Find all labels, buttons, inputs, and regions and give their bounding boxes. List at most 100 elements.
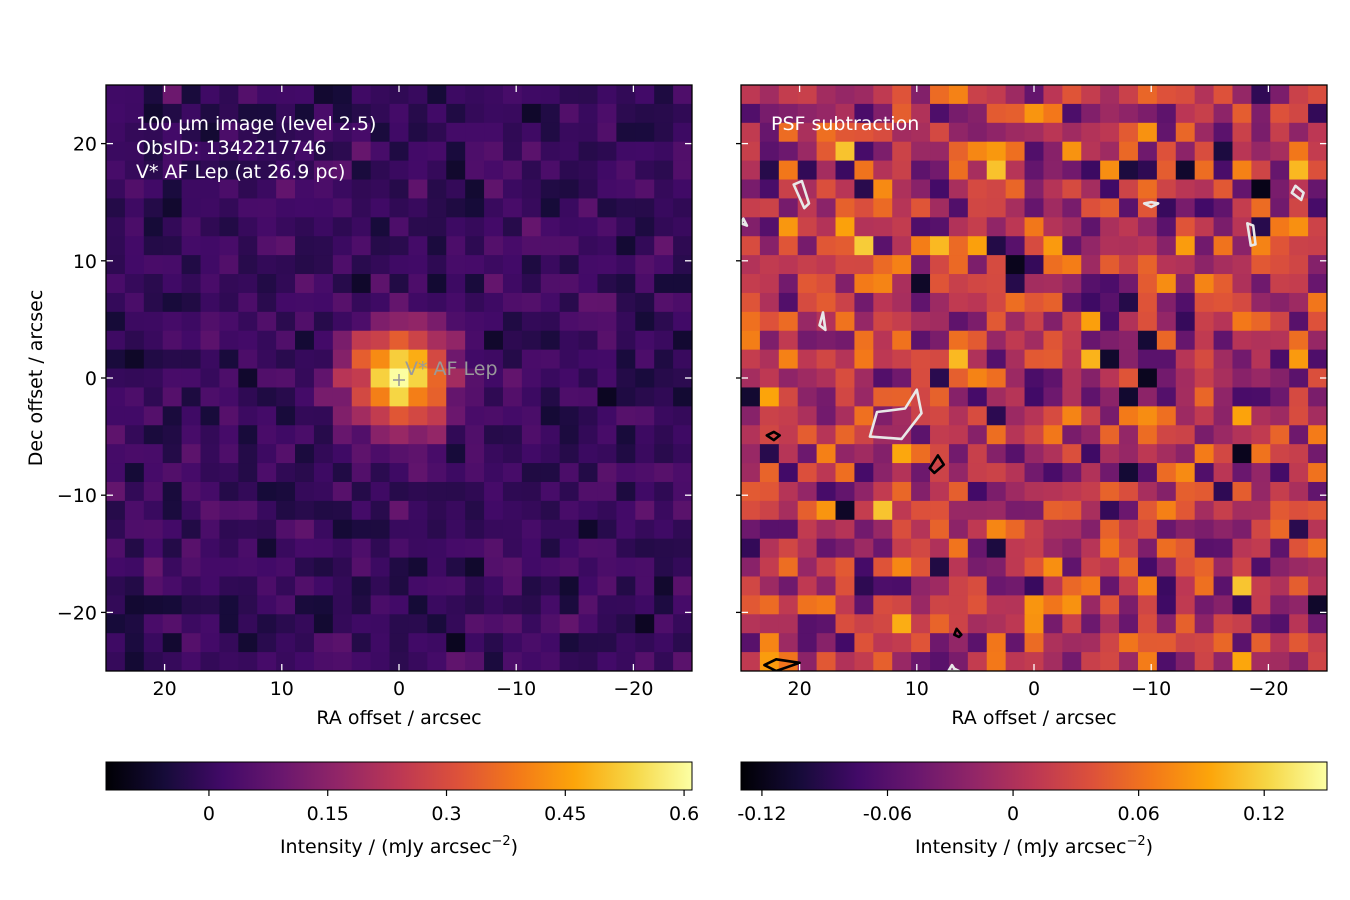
x-tick-label: 20	[153, 678, 177, 700]
pixel	[200, 292, 221, 313]
pixel	[124, 292, 145, 313]
pixel	[1308, 557, 1327, 578]
pixel	[484, 160, 504, 181]
pixel	[465, 444, 485, 464]
pixel	[276, 614, 296, 634]
pixel	[635, 519, 655, 540]
pixel	[1175, 85, 1196, 105]
pixel	[313, 330, 334, 351]
pixel	[313, 538, 334, 559]
pixel	[578, 406, 599, 426]
pixel	[1156, 274, 1177, 294]
pixel	[106, 387, 126, 407]
pixel	[741, 236, 761, 256]
pixel	[1100, 292, 1120, 313]
pixel	[408, 274, 428, 294]
pixel	[654, 406, 674, 426]
pixel	[1232, 141, 1252, 162]
pixel	[1232, 387, 1252, 407]
pixel	[313, 463, 334, 483]
pixel	[892, 576, 912, 596]
pixel	[162, 330, 183, 351]
pixel	[181, 425, 202, 445]
pixel	[597, 557, 617, 578]
pixel	[948, 519, 969, 540]
pixel	[673, 160, 692, 181]
pixel	[1100, 236, 1120, 256]
pixel	[1119, 652, 1139, 671]
pixel	[930, 387, 950, 407]
pixel	[911, 538, 931, 559]
pixel	[892, 330, 912, 351]
pixel	[313, 576, 334, 596]
pixel	[257, 595, 277, 615]
pixel	[1213, 255, 1234, 275]
pixel	[1081, 595, 1101, 615]
pixel	[873, 292, 893, 313]
pixel	[578, 652, 599, 671]
pixel	[967, 160, 988, 181]
pixel	[873, 217, 893, 237]
pixel	[654, 179, 674, 200]
pixel	[219, 349, 239, 370]
pixel	[1119, 406, 1139, 426]
pixel	[873, 633, 893, 653]
pixel	[673, 519, 692, 540]
pixel	[1213, 557, 1234, 578]
pixel	[1232, 160, 1252, 181]
pixel	[1062, 122, 1082, 143]
pixel	[370, 311, 391, 332]
pixel	[1213, 349, 1234, 370]
pixel	[873, 236, 893, 256]
pixel	[124, 614, 145, 634]
pixel	[181, 500, 202, 521]
pixel	[673, 538, 692, 559]
pixel	[143, 633, 164, 653]
pixel	[616, 387, 636, 407]
pixel	[295, 444, 315, 464]
pixel	[540, 85, 561, 105]
pixel	[124, 122, 145, 143]
pixel	[106, 236, 126, 256]
pixel	[1270, 179, 1290, 200]
pixel	[654, 141, 674, 162]
pixel	[1251, 255, 1271, 275]
pixel	[313, 85, 334, 105]
pixel	[854, 557, 874, 578]
pixel	[892, 406, 912, 426]
pixel	[465, 236, 485, 256]
pixel	[200, 255, 221, 275]
pixel	[143, 614, 164, 634]
pixel	[873, 160, 893, 181]
pixel	[446, 349, 466, 370]
pixel	[1137, 198, 1158, 218]
pixel	[967, 519, 988, 540]
pixel	[332, 463, 353, 483]
pixel	[332, 652, 353, 671]
pixel	[1289, 576, 1309, 596]
pixel	[200, 217, 221, 237]
pixel	[892, 255, 912, 275]
pixel	[484, 595, 504, 615]
pixel	[238, 406, 258, 426]
pixel	[930, 103, 950, 124]
pixel	[1081, 274, 1101, 294]
pixel	[835, 595, 856, 615]
pixel	[1270, 444, 1290, 464]
pixel	[797, 330, 818, 351]
pixel	[1251, 198, 1271, 218]
pixel	[408, 217, 428, 237]
pixel	[1270, 217, 1290, 237]
pixel	[351, 463, 372, 483]
pixel	[854, 255, 874, 275]
pixel	[521, 255, 542, 275]
pixel	[616, 538, 636, 559]
pixel	[1043, 652, 1063, 671]
pixel	[370, 103, 391, 124]
pixel	[948, 85, 969, 105]
pixel	[1213, 330, 1234, 351]
pixel	[502, 255, 523, 275]
pixel	[389, 576, 410, 596]
pixel	[816, 198, 837, 218]
pixel	[854, 311, 874, 332]
